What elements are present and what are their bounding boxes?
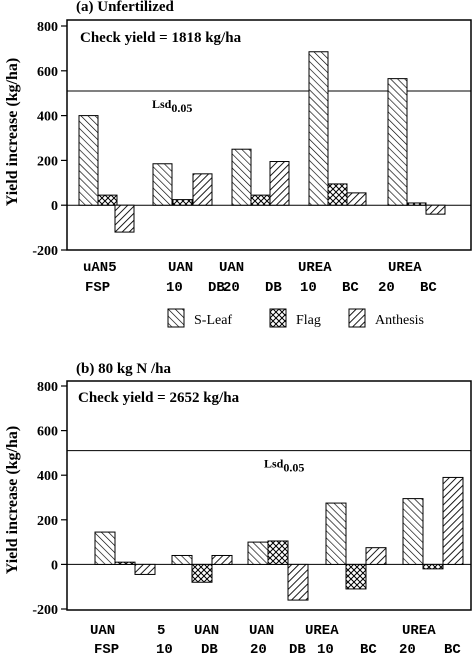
panel-b-cat-bottom-9: BC	[444, 642, 461, 656]
panel-a-cat-bottom-5: 20 BC	[378, 280, 437, 296]
legend-label-flag: Flag	[296, 313, 321, 328]
panel-b-cat-bottom-4: 20	[250, 642, 267, 656]
legend-swatch-s-leaf	[167, 308, 185, 328]
panel-b-cat-bottom-2: 10	[156, 642, 173, 656]
panel-b-y-axis-label: Yield increase (kg/ha)	[4, 426, 21, 574]
panel-b-bar-flag-3	[267, 540, 289, 565]
panel-b-bar-s-leaf-5	[402, 498, 424, 565]
panel-b-bar-s-leaf-3	[247, 541, 269, 565]
panel-a-bar-anthesis-3	[269, 161, 290, 206]
panel-b-bar-s-leaf-2	[171, 554, 193, 565]
panel-b-y-tick-label: 0	[51, 558, 58, 573]
panel-b-bar-anthesis-4	[365, 547, 387, 565]
panel-b-y-tick-label: 800	[37, 380, 58, 395]
panel-a-bar-s-leaf-1	[78, 115, 99, 206]
panel-a-cat-top-5: UREA	[388, 260, 422, 276]
panel-b-bar-s-leaf-4	[325, 502, 347, 565]
panel-a-cat-top-2: UAN	[168, 260, 193, 276]
panel-a-lsd-label-main: Lsd	[152, 97, 172, 111]
panel-b-cat-bottom-8: 20	[399, 642, 416, 656]
panel-a-y-tick-label: 200	[37, 154, 58, 169]
panel-b-cat-top-6: UREA	[402, 623, 436, 639]
panel-b-annotation: Check yield = 2652 kg/ha	[78, 390, 240, 406]
panel-a-bar-flag-2	[172, 199, 193, 206]
panel-a-bar-flag-1	[97, 194, 118, 206]
panel-b-y-tick-label: 400	[37, 469, 58, 484]
panel-b-cat-top-3: UAN	[194, 623, 219, 639]
panel-a-legend: S-Leaf Flag Anthesis	[167, 308, 424, 328]
panel-a-y-tick-label: 600	[37, 65, 58, 80]
panel-a-bar-anthesis-5	[425, 204, 446, 215]
panel-b-bar-anthesis-2	[211, 554, 233, 565]
panel-a-bar-flag-3	[250, 194, 271, 206]
panel-a-y-tick-label: -200	[32, 244, 58, 259]
panel-a-y-tick-label: 800	[37, 20, 58, 35]
panel-a-cat-bottom-1: FSP	[85, 280, 110, 296]
panel-a-bar-s-leaf-3	[231, 148, 252, 206]
panel-b-bar-flag-1	[114, 561, 136, 565]
panel-b-bar-anthesis-5	[442, 476, 464, 565]
panel-a-y-tick-label: 400	[37, 110, 58, 125]
panel-a-bar-anthesis-4	[346, 192, 367, 206]
panel-a-bar-anthesis-2	[192, 173, 213, 206]
panel-b-title: (b) 80 kg N /ha	[76, 361, 172, 377]
panel-b-y-tick-label: 200	[37, 514, 58, 529]
panel-b-lsd-label-main: Lsd	[264, 457, 284, 471]
panel-b: (b) 80 kg N /ha Yield increase (kg/ha) -…	[4, 361, 472, 656]
panel-b-y-tick-label: -200	[32, 603, 58, 618]
panel-a-y-axis-label: Yield increase (kg/ha)	[4, 58, 21, 206]
panel-b-bar-flag-4	[345, 563, 367, 590]
panel-b-cat-top-5: UREA	[305, 623, 339, 639]
panel-b-bar-flag-2	[191, 563, 213, 583]
panel-a-cat-top-4: UREA	[298, 260, 332, 276]
panel-b-lsd-label-sub: 0.05	[283, 461, 304, 475]
panel-b-y-tick-label: 600	[37, 425, 58, 440]
panel-a-bar-flag-5	[406, 202, 427, 206]
panel-b-bar-anthesis-3	[287, 563, 309, 601]
panel-b-cat-top-4: UAN	[249, 623, 274, 639]
legend-label-anthesis: Anthesis	[375, 313, 424, 328]
legend-label-s-leaf: S-Leaf	[194, 313, 232, 328]
panel-b-bar-anthesis-1	[134, 563, 156, 575]
panel-a-cat-top-3: UAN	[219, 260, 244, 276]
legend-swatch-flag	[269, 308, 287, 328]
panel-a-bar-anthesis-1	[114, 204, 135, 233]
panel-a-y-ticks: -200 0 200 400 600 800	[32, 20, 67, 259]
panel-b-cat-bottom-3: DB	[201, 642, 218, 656]
panel-a-cat-top-1: uAN5	[83, 260, 117, 276]
panel-b-cat-bottom-6: 10	[317, 642, 334, 656]
panel-a-annotation: Check yield = 1818 kg/ha	[80, 30, 242, 46]
panel-a-lsd-label: Lsd0.05	[152, 97, 192, 115]
panel-a-lsd-label-sub: 0.05	[171, 101, 192, 115]
panel-a-bar-s-leaf-2	[152, 163, 173, 206]
panel-a-bar-s-leaf-4	[308, 51, 329, 206]
panel-b-y-ticks: -200 0 200 400 600 800	[32, 380, 67, 618]
panel-a-bars	[78, 51, 446, 233]
panel-a-cat-bottom-4: 10 BC	[300, 280, 359, 296]
panel-b-cat-bottom-5: DB	[289, 642, 306, 656]
panel-a-bar-flag-4	[327, 183, 348, 206]
panel-b-cat-bottom-7: BC	[360, 642, 377, 656]
panel-b-lsd-label: Lsd0.05	[264, 457, 304, 475]
panel-b-cat-top-1: UAN	[90, 623, 115, 639]
panel-a-y-tick-label: 0	[51, 199, 58, 214]
panel-a-title: (a) Unfertilized	[76, 0, 175, 15]
panel-a: (a) Unfertilized Yield increase (kg/ha) …	[4, 0, 472, 328]
panel-b-cat-bottom-1: FSP	[94, 642, 119, 656]
panel-b-bar-flag-5	[422, 563, 444, 570]
panel-b-plot-frame	[66, 380, 472, 611]
panel-b-bar-s-leaf-1	[94, 531, 116, 565]
panel-b-bars	[94, 476, 464, 601]
panel-a-cat-bottom-3: 20 DB	[223, 280, 282, 296]
panel-b-cat-top-2: 5	[157, 623, 165, 639]
panel-a-bar-s-leaf-5	[387, 78, 408, 206]
panel-a-cat-bottom-2: 10 DB	[166, 280, 225, 296]
panel-a-plot-frame	[66, 19, 472, 251]
legend-swatch-anthesis	[348, 308, 366, 328]
